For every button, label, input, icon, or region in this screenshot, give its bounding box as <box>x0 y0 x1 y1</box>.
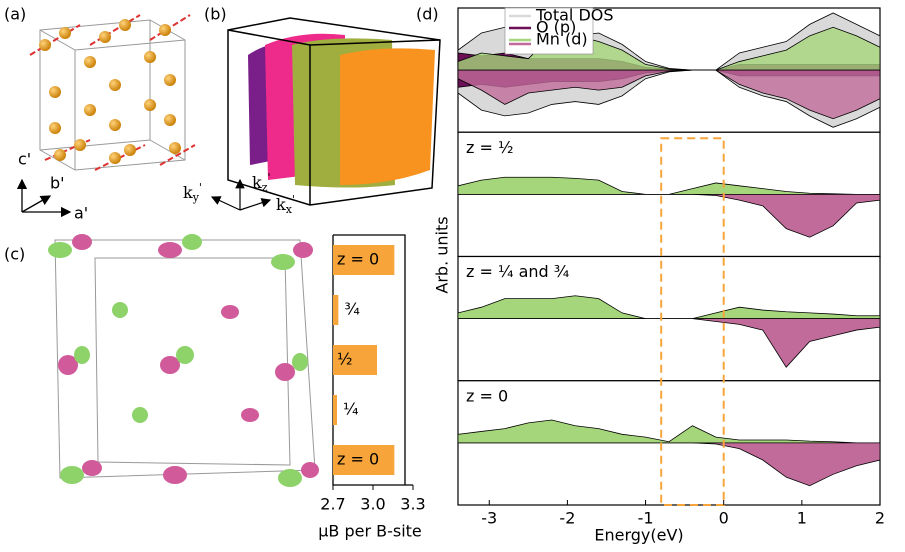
box <box>227 17 441 206</box>
legend-label: Mn (d) <box>536 30 588 49</box>
sub: z <box>262 181 268 194</box>
x-tick-label: 2.7 <box>320 495 345 514</box>
sup: ' <box>292 193 295 206</box>
axis-label: a' <box>74 204 88 223</box>
k: k <box>183 183 193 202</box>
x-tick-label: -3 <box>481 509 497 528</box>
bar <box>333 245 395 275</box>
dos-panel: z = ¼ and ¾ <box>457 255 881 382</box>
sub: y <box>192 191 200 204</box>
highlight-box <box>660 137 725 506</box>
dos-panel: z = ½ <box>457 131 881 258</box>
panel-a-structure: c' b' a' <box>16 14 196 223</box>
k: k <box>252 173 262 192</box>
dos-area <box>457 419 880 444</box>
orbitals <box>48 234 319 487</box>
legend-label: Total DOS <box>535 6 614 25</box>
x-tick-label: 1 <box>797 509 807 528</box>
sup: ' <box>268 171 271 184</box>
x-tick-label: 2 <box>875 509 885 528</box>
panel-label: z = ½ <box>466 138 513 157</box>
panel-label: z = ¼ and ¾ <box>466 262 569 281</box>
dos-area <box>457 69 881 120</box>
dos-area <box>458 442 881 487</box>
unit-cell <box>39 19 186 171</box>
bar-label: z = 0 <box>337 250 379 269</box>
bar-label: ¼ <box>343 400 359 419</box>
x-axis-title: μB per B-site <box>318 522 422 541</box>
legend-label: O (p) <box>536 18 576 37</box>
atoms <box>39 19 181 164</box>
axis-label: c' <box>18 150 31 169</box>
dos-panel: z = 0 <box>457 380 881 506</box>
bar-label: z = 0 <box>337 450 379 469</box>
dos-area <box>458 193 881 238</box>
bar <box>333 345 377 375</box>
x-tick-label: -2 <box>559 509 575 528</box>
axis-label: kx' <box>276 193 295 216</box>
bar-label: ½ <box>337 350 353 369</box>
x-tick-label: -1 <box>638 509 654 528</box>
y-axis-title: Arb. units <box>433 216 452 293</box>
axes-a <box>16 178 72 218</box>
panel-b-fermi-surface: ky' kz' kx' <box>183 17 441 216</box>
bar-label: ¾ <box>344 300 360 319</box>
bar <box>333 445 395 475</box>
charts: z = 0 ¾ ½ ¼ z = 0 2.7 3.0 3.3 μB per B-site Total… <box>318 6 885 545</box>
k: k <box>276 195 286 214</box>
axis-label: kz' <box>252 171 271 194</box>
panel-label: z = 0 <box>466 386 508 405</box>
panel-label: (d) <box>416 5 439 24</box>
panel-label: (a) <box>4 5 26 24</box>
panel-label: (c) <box>4 245 25 264</box>
sub: x <box>286 203 293 216</box>
sheet <box>340 48 435 186</box>
bar <box>333 295 339 325</box>
axis-label: ky' <box>183 181 202 204</box>
sup: ' <box>199 181 202 194</box>
x-tick-label: 3.3 <box>400 495 425 514</box>
dos-area <box>458 318 881 368</box>
panel-c-spin-density <box>48 234 319 487</box>
panel-label: (b) <box>204 5 227 24</box>
x-tick-label: 0 <box>719 509 729 528</box>
x-tick-label: 3.0 <box>360 495 385 514</box>
axis-label: b' <box>50 174 65 193</box>
axes-b <box>210 178 272 211</box>
x-axis-title: Energy(eV) <box>594 526 683 545</box>
bar <box>333 395 337 425</box>
